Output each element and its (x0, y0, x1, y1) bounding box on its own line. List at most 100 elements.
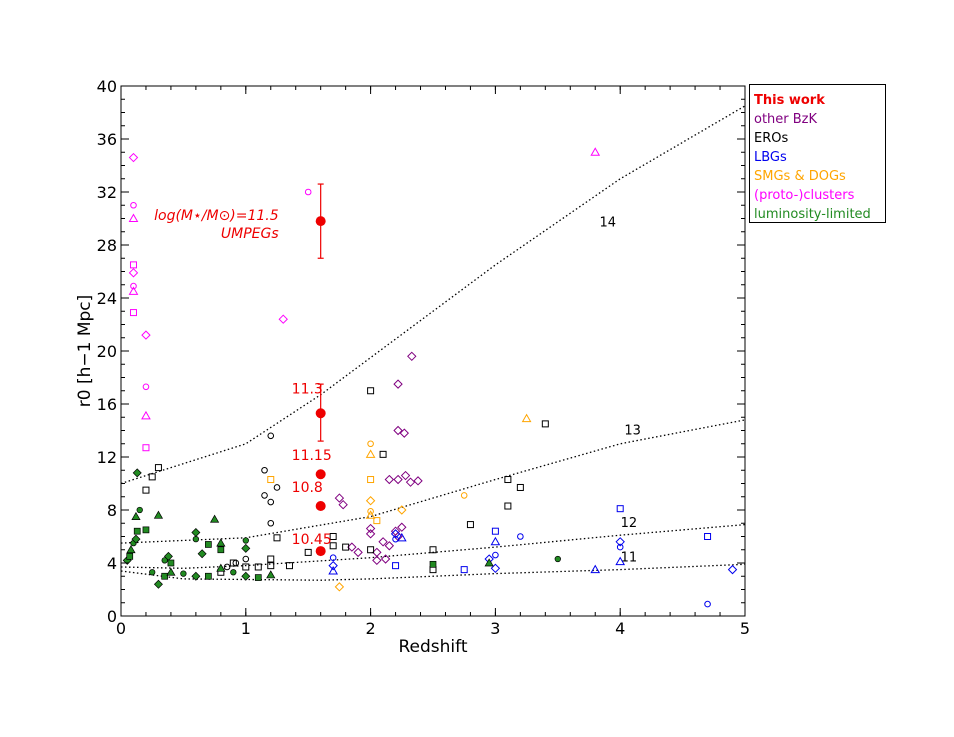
this-work-label: log(M⋆/M⊙)=11.5 (154, 208, 279, 224)
luminosity-limited-point (241, 571, 251, 581)
eros-circles-point (261, 492, 268, 499)
x-tick-label: 2 (366, 619, 376, 638)
eros-point (329, 533, 337, 540)
legend: This work other BzK EROs LBGs SMGs & DOGs (pr… (749, 84, 886, 223)
eros-point (267, 555, 275, 563)
eros-point (379, 450, 387, 458)
luminosity-limited-point (167, 559, 175, 567)
eros-circles-point (267, 432, 275, 440)
eros-point (142, 486, 150, 494)
eros-circles-point (267, 519, 275, 527)
eros-point (329, 542, 337, 550)
luminosity-limited-point (180, 570, 187, 577)
halo-curve-14 (120, 105, 746, 485)
luminosity-limited-point (266, 570, 276, 579)
lbgs-point (727, 564, 738, 575)
lbgs-point (392, 562, 400, 570)
legend-entry: LBGs (754, 150, 787, 165)
lbgs-point (490, 536, 501, 546)
luminosity-limited-point (216, 538, 226, 547)
protoclusters-point (590, 147, 601, 156)
halo-curve-13 (120, 419, 746, 544)
legend-entry: (proto-)clusters (754, 188, 855, 203)
eros-point (367, 546, 375, 554)
y-axis-label: r0 [h−1 Mpc] (75, 295, 95, 408)
other-bzk-point (384, 541, 395, 551)
lbgs-point (329, 554, 337, 562)
y-tick-label: 36 (97, 130, 117, 149)
luminosity-limited-point (191, 528, 201, 538)
smgs-dogs-point (365, 449, 376, 458)
luminosity-limited-point (254, 574, 262, 581)
luminosity-limited-point (149, 569, 156, 576)
smgs-dogs-point (367, 508, 374, 515)
protoclusters-point (130, 201, 137, 209)
other-bzk-point (334, 493, 345, 503)
lbgs-point (590, 564, 601, 574)
luminosity-limited-point (136, 506, 143, 514)
lbgs-point (328, 565, 339, 575)
protoclusters-point (278, 314, 288, 324)
luminosity-limited-point (484, 558, 494, 567)
smgs-dogs-point (365, 496, 376, 506)
eros-point (304, 548, 312, 556)
x-axis-label: Redshift (398, 637, 467, 657)
this-work-points: log(M⋆/M⊙)=11.5 UMPEGs 11.3 11.15 10.8 10.45 (154, 183, 332, 557)
eros-point (254, 563, 262, 571)
halo-curve-label: 13 (624, 423, 641, 438)
luminosity-limited-point (429, 560, 437, 568)
luminosity-limited-point (241, 543, 251, 553)
protoclusters-point (129, 309, 137, 317)
luminosity-limited-point (166, 567, 176, 576)
eros-point (285, 562, 293, 570)
luminosity-limited-point (133, 527, 141, 535)
eros-point (516, 483, 524, 491)
this-work-label: 10.8 (292, 480, 323, 496)
smgs-dogs-point (367, 440, 374, 448)
plot-frame (120, 85, 746, 617)
this-work-sublabel: UMPEGs (221, 226, 279, 242)
other-bzk-point (347, 542, 357, 552)
this-work-point (315, 408, 326, 419)
halo-curve-label: 12 (621, 516, 638, 531)
lbgs-point (396, 532, 407, 542)
protoclusters-point (141, 410, 151, 420)
lbgs-point (490, 563, 501, 574)
x-tick-label: 1 (241, 619, 251, 638)
other-bzk-point (405, 477, 416, 487)
other-bzk-point (380, 554, 391, 564)
luminosity-limited-point (217, 546, 225, 554)
x-tick-label: 3 (490, 619, 500, 638)
x-tick-label: 0 (116, 619, 126, 638)
eros-circles-point (242, 555, 250, 563)
x-tick-label: 4 (615, 619, 625, 638)
other-bzk-point (365, 529, 376, 539)
luminosity-limited-point (142, 526, 150, 534)
smgs-dogs-point (334, 582, 345, 592)
other-bzk-point (338, 499, 348, 510)
this-work-label: 11.15 (292, 448, 332, 464)
smgs-dogs-point (521, 413, 532, 423)
this-work-label: 11.3 (292, 381, 323, 397)
other-bzk-point (407, 351, 417, 362)
luminosity-limited-point (126, 545, 136, 554)
y-tick-label: 32 (97, 183, 117, 202)
eros-point (229, 559, 237, 567)
eros-circles-point (267, 498, 275, 506)
luminosity-limited-point (554, 555, 561, 563)
lbgs-point (328, 560, 338, 571)
protoclusters-point (128, 152, 139, 163)
luminosity-limited-point (131, 534, 141, 544)
other-bzk-point (378, 537, 388, 547)
eros-point (154, 464, 162, 472)
luminosity-limited-point (161, 572, 169, 580)
luminosity-limited-point (191, 571, 201, 581)
this-work-point (315, 216, 326, 227)
luminosity-limited-point (242, 537, 249, 544)
luminosity-limited-point (161, 557, 168, 564)
other-bzk-point (365, 523, 376, 534)
halo-mass-curves: 14 13 12 11 (120, 105, 746, 581)
other-bzk-point (393, 379, 403, 389)
halo-curve-12 (120, 523, 746, 569)
